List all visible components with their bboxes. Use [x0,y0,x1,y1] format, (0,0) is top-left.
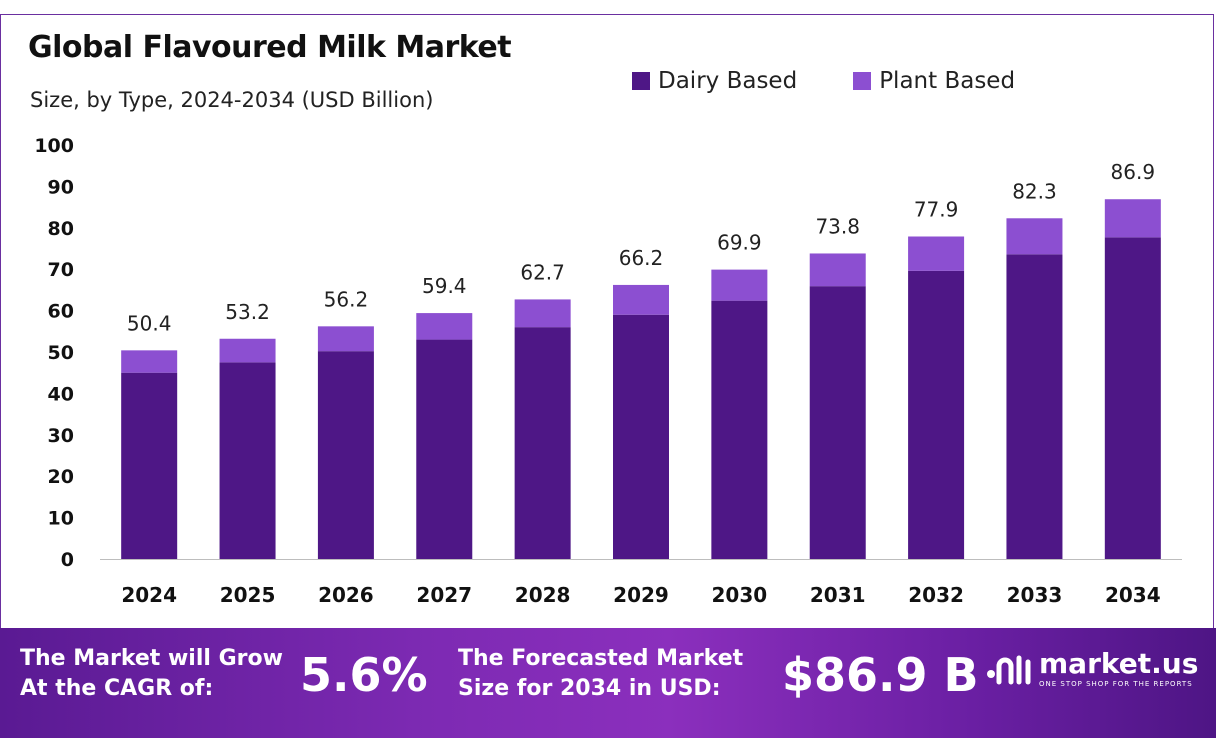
brand-logo: market.us ONE STOP SHOP FOR THE REPORTS [985,650,1198,688]
total-label-2028: 62.7 [520,260,565,284]
bar-dairy-2024 [121,372,178,559]
bar-plant-2029 [613,284,669,315]
total-label-2027: 59.4 [422,274,467,298]
bar-chart: 010203040506070809010050.4202453.2202556… [34,135,1182,607]
bar-dairy-2026 [317,351,374,559]
chart-title: Global Flavoured Milk Market [28,30,512,65]
x-tick-label-2027: 2027 [416,583,472,607]
cagr-caption: The Market will Grow At the CAGR of: [20,644,283,704]
y-tick-label-0: 0 [61,549,74,571]
brand-name: market.us [1039,647,1199,680]
y-tick-label-10: 10 [48,508,74,530]
bar-plant-2024 [121,350,178,373]
bar-plant-2031 [809,253,866,287]
total-label-2025: 53.2 [225,300,270,324]
total-label-2032: 77.9 [914,197,959,221]
total-label-2034: 86.9 [1111,160,1156,184]
x-tick-label-2028: 2028 [515,583,571,607]
total-label-2026: 56.2 [324,287,369,311]
forecast-caption-line2: Size for 2034 in USD: [458,676,721,701]
x-tick-label-2034: 2034 [1105,583,1161,607]
forecast-value: $86.9 B [782,648,979,702]
bar-dairy-2034 [1104,237,1161,559]
legend: Dairy Based Plant Based [632,68,1015,94]
y-tick-label-90: 90 [48,176,74,198]
forecast-caption-line1: The Forecasted Market [458,646,744,671]
x-tick-label-2031: 2031 [810,583,866,607]
bar-dairy-2028 [514,327,571,559]
cagr-caption-line2: At the CAGR of: [20,676,214,701]
x-tick-label-2033: 2033 [1007,583,1063,607]
legend-swatch-dairy [632,72,650,90]
bar-plant-2033 [1006,218,1063,255]
brand-text: market.us ONE STOP SHOP FOR THE REPORTS [1039,647,1199,689]
x-tick-label-2032: 2032 [908,583,964,607]
legend-label-dairy: Dairy Based [658,68,798,94]
total-label-2024: 50.4 [127,311,172,335]
forecast-caption: The Forecasted Market Size for 2034 in U… [458,644,743,704]
total-label-2033: 82.3 [1012,179,1057,203]
footer-banner: The Market will Grow At the CAGR of: 5.6… [0,628,1216,738]
bar-plant-2030 [711,269,768,301]
bar-dairy-2025 [219,362,276,559]
bar-dairy-2029 [613,314,669,559]
bar-plant-2026 [317,326,374,352]
y-tick-label-30: 30 [48,425,74,447]
y-tick-label-70: 70 [48,259,74,281]
x-tick-label-2025: 2025 [220,583,276,607]
legend-swatch-plant [853,72,872,90]
bar-dairy-2032 [908,270,965,559]
x-tick-label-2026: 2026 [318,583,374,607]
y-tick-label-50: 50 [48,342,74,364]
bar-dairy-2030 [711,300,768,559]
bar-plant-2032 [908,236,965,271]
y-tick-label-40: 40 [48,383,74,405]
x-tick-label-2030: 2030 [712,583,768,607]
total-label-2029: 66.2 [619,246,664,270]
brand-tagline: ONE STOP SHOP FOR THE REPORTS [1039,680,1193,688]
legend-item-plant: Plant Based [853,68,1015,94]
bar-plant-2025 [219,338,276,363]
bar-plant-2034 [1104,199,1161,238]
cagr-value: 5.6% [300,648,428,702]
bar-plant-2027 [416,313,473,340]
y-tick-label-100: 100 [34,135,74,157]
legend-label-plant: Plant Based [879,68,1016,94]
brand-mark-icon [987,655,1031,685]
y-tick-label-60: 60 [48,301,74,323]
bar-plant-2028 [514,299,571,328]
x-tick-label-2029: 2029 [613,583,669,607]
total-label-2030: 69.9 [717,231,762,255]
x-tick-label-2024: 2024 [121,583,177,607]
bar-dairy-2027 [416,339,473,559]
y-tick-label-20: 20 [48,466,74,488]
legend-item-dairy: Dairy Based [632,68,797,94]
total-label-2031: 73.8 [815,214,860,238]
cagr-caption-line1: The Market will Grow [20,646,283,671]
bar-dairy-2033 [1006,254,1063,559]
bar-dairy-2031 [809,286,866,559]
chart-subtitle: Size, by Type, 2024-2034 (USD Billion) [30,88,434,112]
y-tick-label-80: 80 [48,218,74,240]
